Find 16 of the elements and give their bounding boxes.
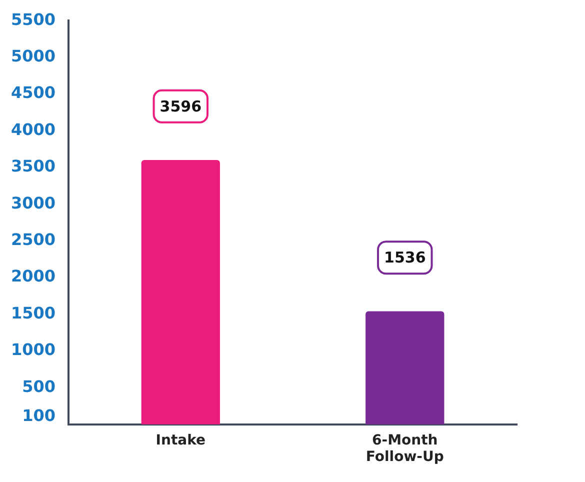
y-tick-label: 2500 — [11, 230, 56, 250]
data-label: 1536 — [384, 248, 426, 267]
y-tick-label: 1000 — [11, 340, 56, 360]
x-tick-label: Intake — [156, 432, 206, 448]
y-tick-label: 100 — [22, 406, 56, 426]
data-label: 3596 — [160, 97, 202, 116]
y-tick-label: 500 — [22, 376, 56, 396]
y-tick-label: 5000 — [11, 46, 56, 66]
y-tick-label: 3000 — [11, 193, 56, 212]
y-tick-label: 3500 — [11, 156, 56, 176]
y-tick-label: 5500 — [11, 10, 56, 29]
x-tick-label: 6-Month Follow-Up — [366, 432, 444, 466]
y-tick-label: 4000 — [11, 120, 56, 139]
y-tick-label: 4500 — [11, 83, 56, 102]
y-tick-label: 1500 — [11, 303, 56, 322]
y-tick-label: 2000 — [11, 266, 56, 286]
